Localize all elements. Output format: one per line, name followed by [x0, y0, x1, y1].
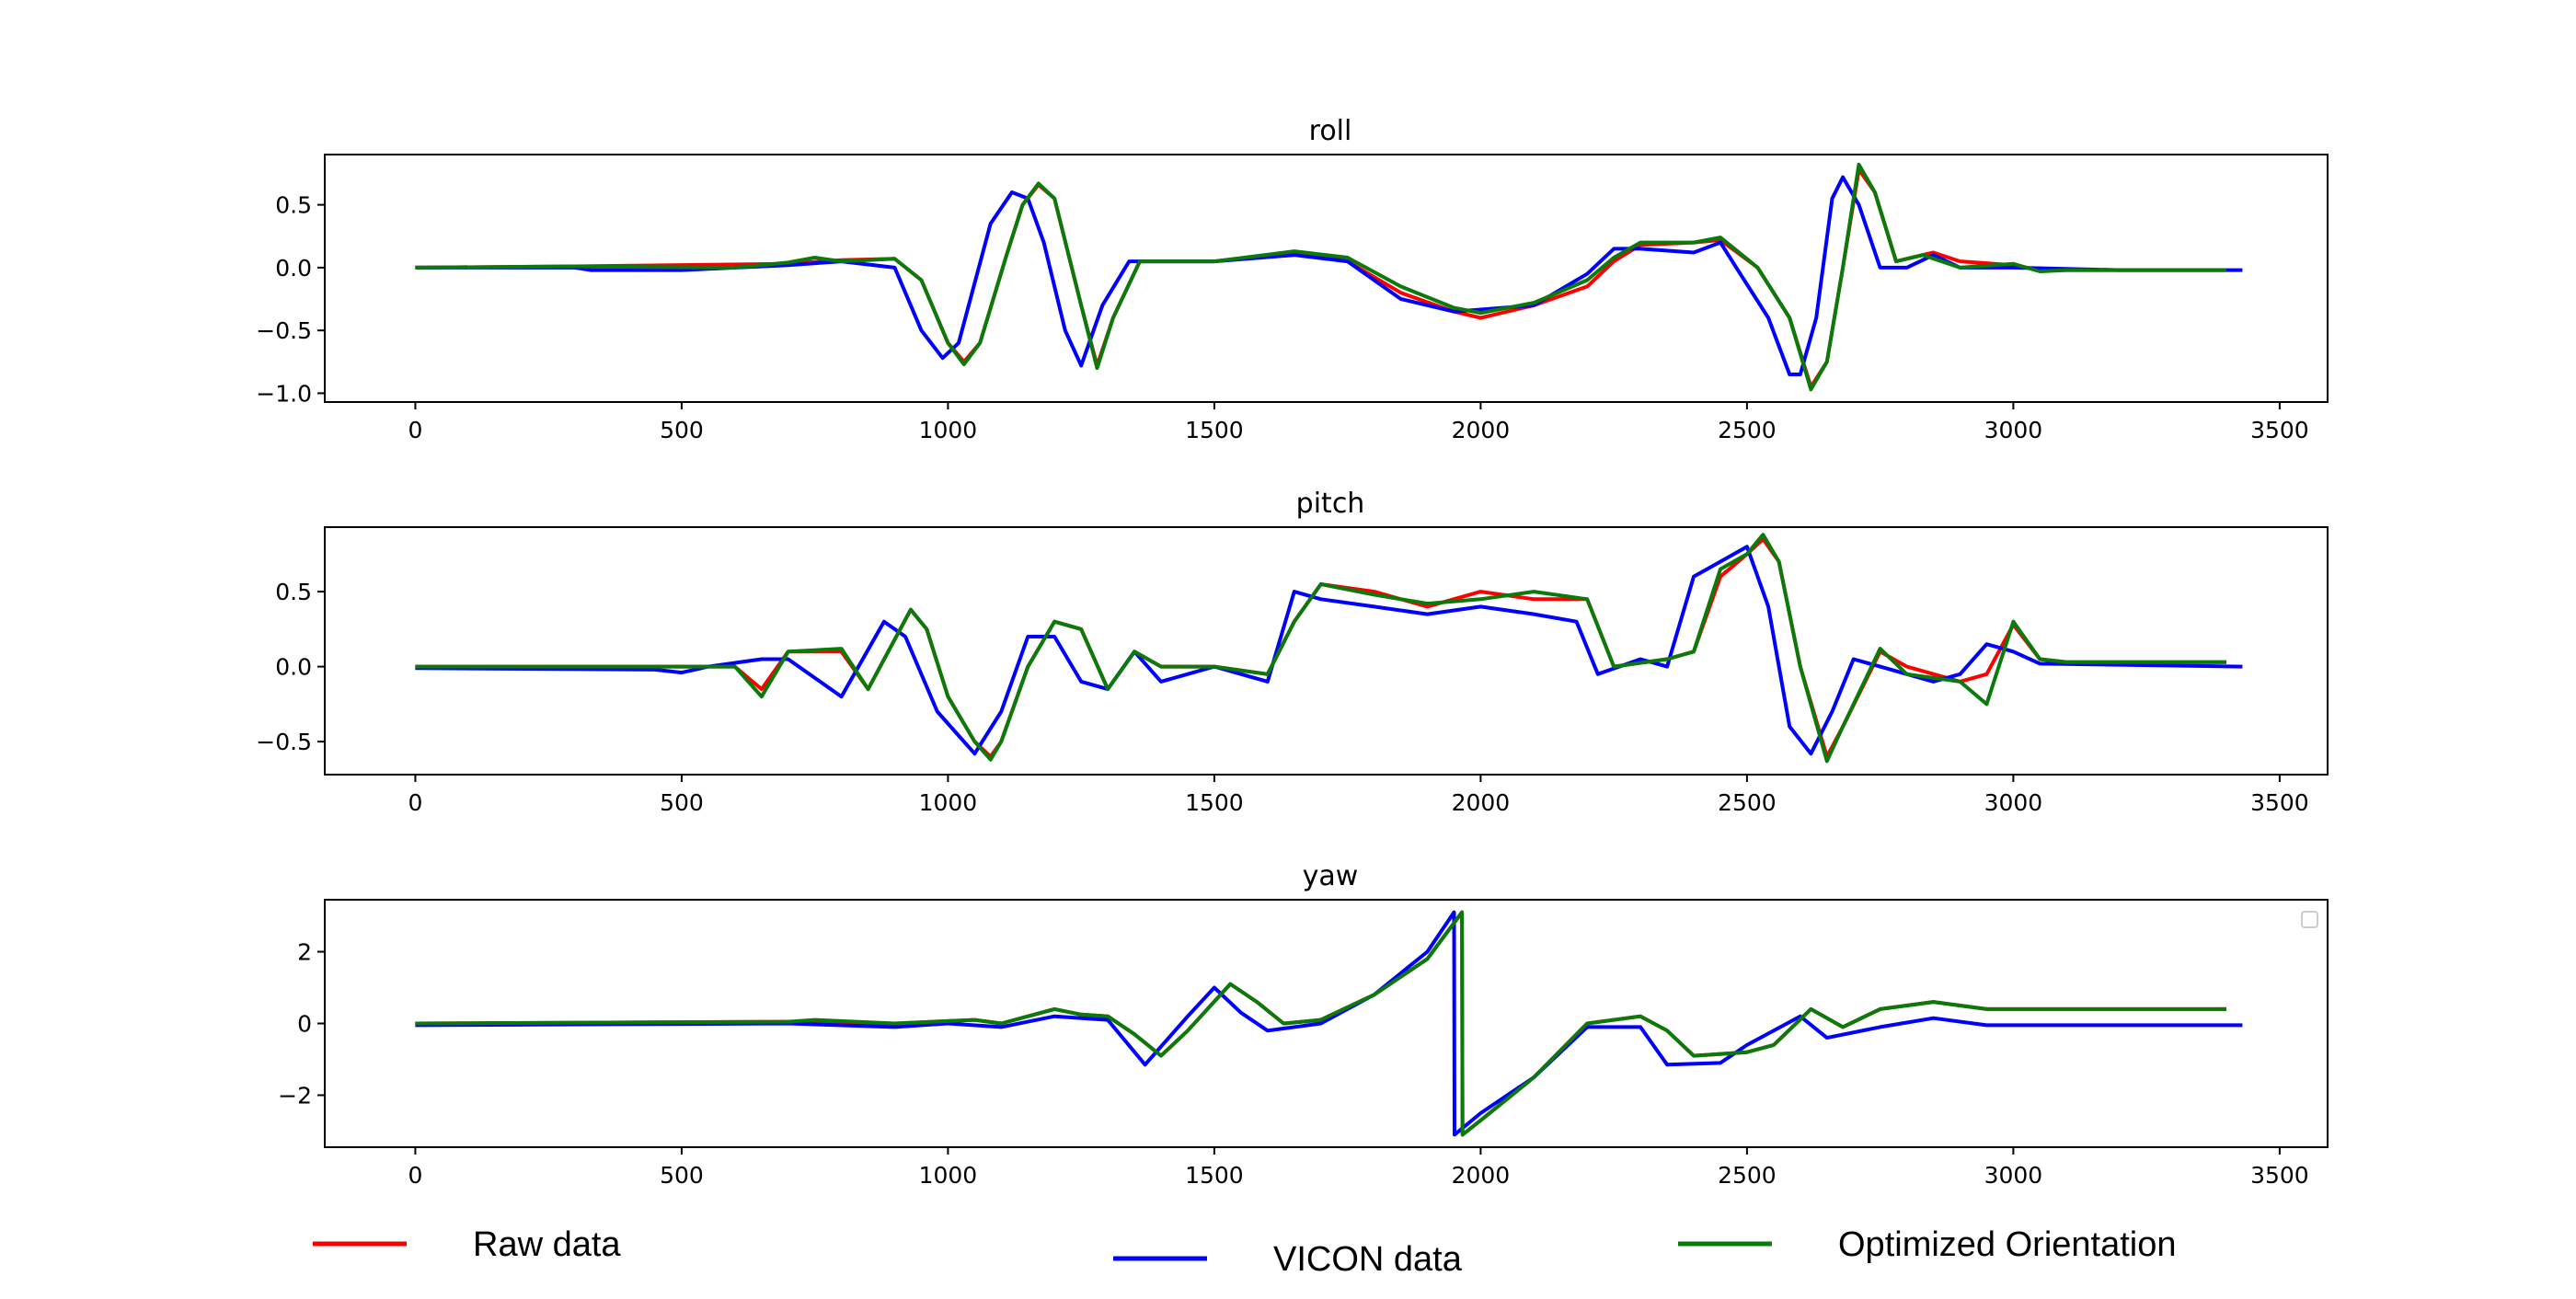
yaw-x-tick-label: 3000: [1984, 1162, 2043, 1189]
roll-y-tick-label: 0.0: [275, 255, 312, 282]
roll-y-tick-label: −0.5: [256, 317, 312, 344]
roll-x-tick-label: 0: [408, 417, 422, 443]
roll-plot: 0 500 1000 1500 2000 2500 3000 3500 0.5 0.0 −0.5 −1…: [256, 154, 2329, 443]
roll-series-raw-data: [415, 167, 2226, 389]
yaw-series-vicon-data: [415, 910, 2243, 1137]
legend-optimized-orientation-label: Optimized Orientation: [1838, 1225, 2177, 1264]
roll-plot-title: roll: [1309, 115, 1352, 147]
pitch-plot-title: pitch: [1296, 488, 1365, 520]
pitch-y-tick-label: 0.5: [275, 579, 312, 605]
pitch-series-optimized-orientation: [415, 533, 2226, 764]
legend-vicon-data-label: VICON data: [1273, 1240, 1463, 1279]
pitch-x-tick-label: 3000: [1984, 789, 2043, 816]
yaw-x-tick-label: 2500: [1718, 1162, 1777, 1189]
roll-x-tick-label: 2500: [1718, 417, 1777, 443]
pitch-x-tick-label: 0: [408, 789, 422, 816]
yaw-empty-legend-box: [2301, 911, 2318, 928]
roll-series-vicon-data: [415, 175, 2243, 376]
yaw-y-tick-label: −2: [278, 1082, 312, 1109]
pitch-x-tick-label: 500: [660, 789, 704, 816]
yaw-x-tick-label: 500: [660, 1162, 704, 1189]
roll-x-tick-label: 1500: [1185, 417, 1244, 443]
pitch-x-tick-label: 3500: [2250, 789, 2309, 816]
pitch-x-tick-label: 2500: [1718, 789, 1777, 816]
roll-axes-frame: [324, 154, 2329, 403]
roll-x-tick-label: 500: [660, 417, 704, 443]
yaw-y-tick-label: 0: [297, 1011, 312, 1038]
pitch-y-tick-label: 0.0: [275, 654, 312, 681]
yaw-x-tick-label: 0: [408, 1162, 422, 1189]
yaw-y-tick-label: 2: [297, 939, 312, 966]
roll-y-tick-label: 0.5: [275, 192, 312, 219]
roll-y-tick-label: −1.0: [256, 380, 312, 407]
yaw-plot: 0 500 1000 1500 2000 2500 3000 3500 2 0 −2: [278, 899, 2329, 1189]
yaw-x-tick-label: 1000: [919, 1162, 978, 1189]
pitch-series-vicon-data: [415, 545, 2243, 756]
roll-series-optimized-orientation: [415, 162, 2226, 392]
yaw-plot-title: yaw: [1303, 860, 1359, 892]
yaw-x-tick-label: 3500: [2250, 1162, 2309, 1189]
pitch-series-raw-data: [415, 537, 2226, 759]
roll-x-tick-label: 3500: [2250, 417, 2309, 443]
pitch-x-tick-label: 1000: [919, 789, 978, 816]
roll-x-tick-label: 1000: [919, 417, 978, 443]
pitch-x-tick-label: 1500: [1185, 789, 1244, 816]
legend-raw-data-label: Raw data: [473, 1225, 621, 1264]
pitch-x-tick-label: 2000: [1452, 789, 1511, 816]
roll-x-tick-label: 2000: [1452, 417, 1511, 443]
pitch-plot: 0 500 1000 1500 2000 2500 3000 3500 0.5 0.0 −0.5: [256, 526, 2329, 816]
yaw-x-tick-label: 1500: [1185, 1162, 1244, 1189]
roll-x-tick-label: 3000: [1984, 417, 2043, 443]
pitch-axes-frame: [324, 526, 2329, 776]
yaw-x-tick-label: 2000: [1452, 1162, 1511, 1189]
yaw-series-optimized-orientation: [415, 910, 2226, 1137]
pitch-y-tick-label: −0.5: [256, 729, 312, 755]
